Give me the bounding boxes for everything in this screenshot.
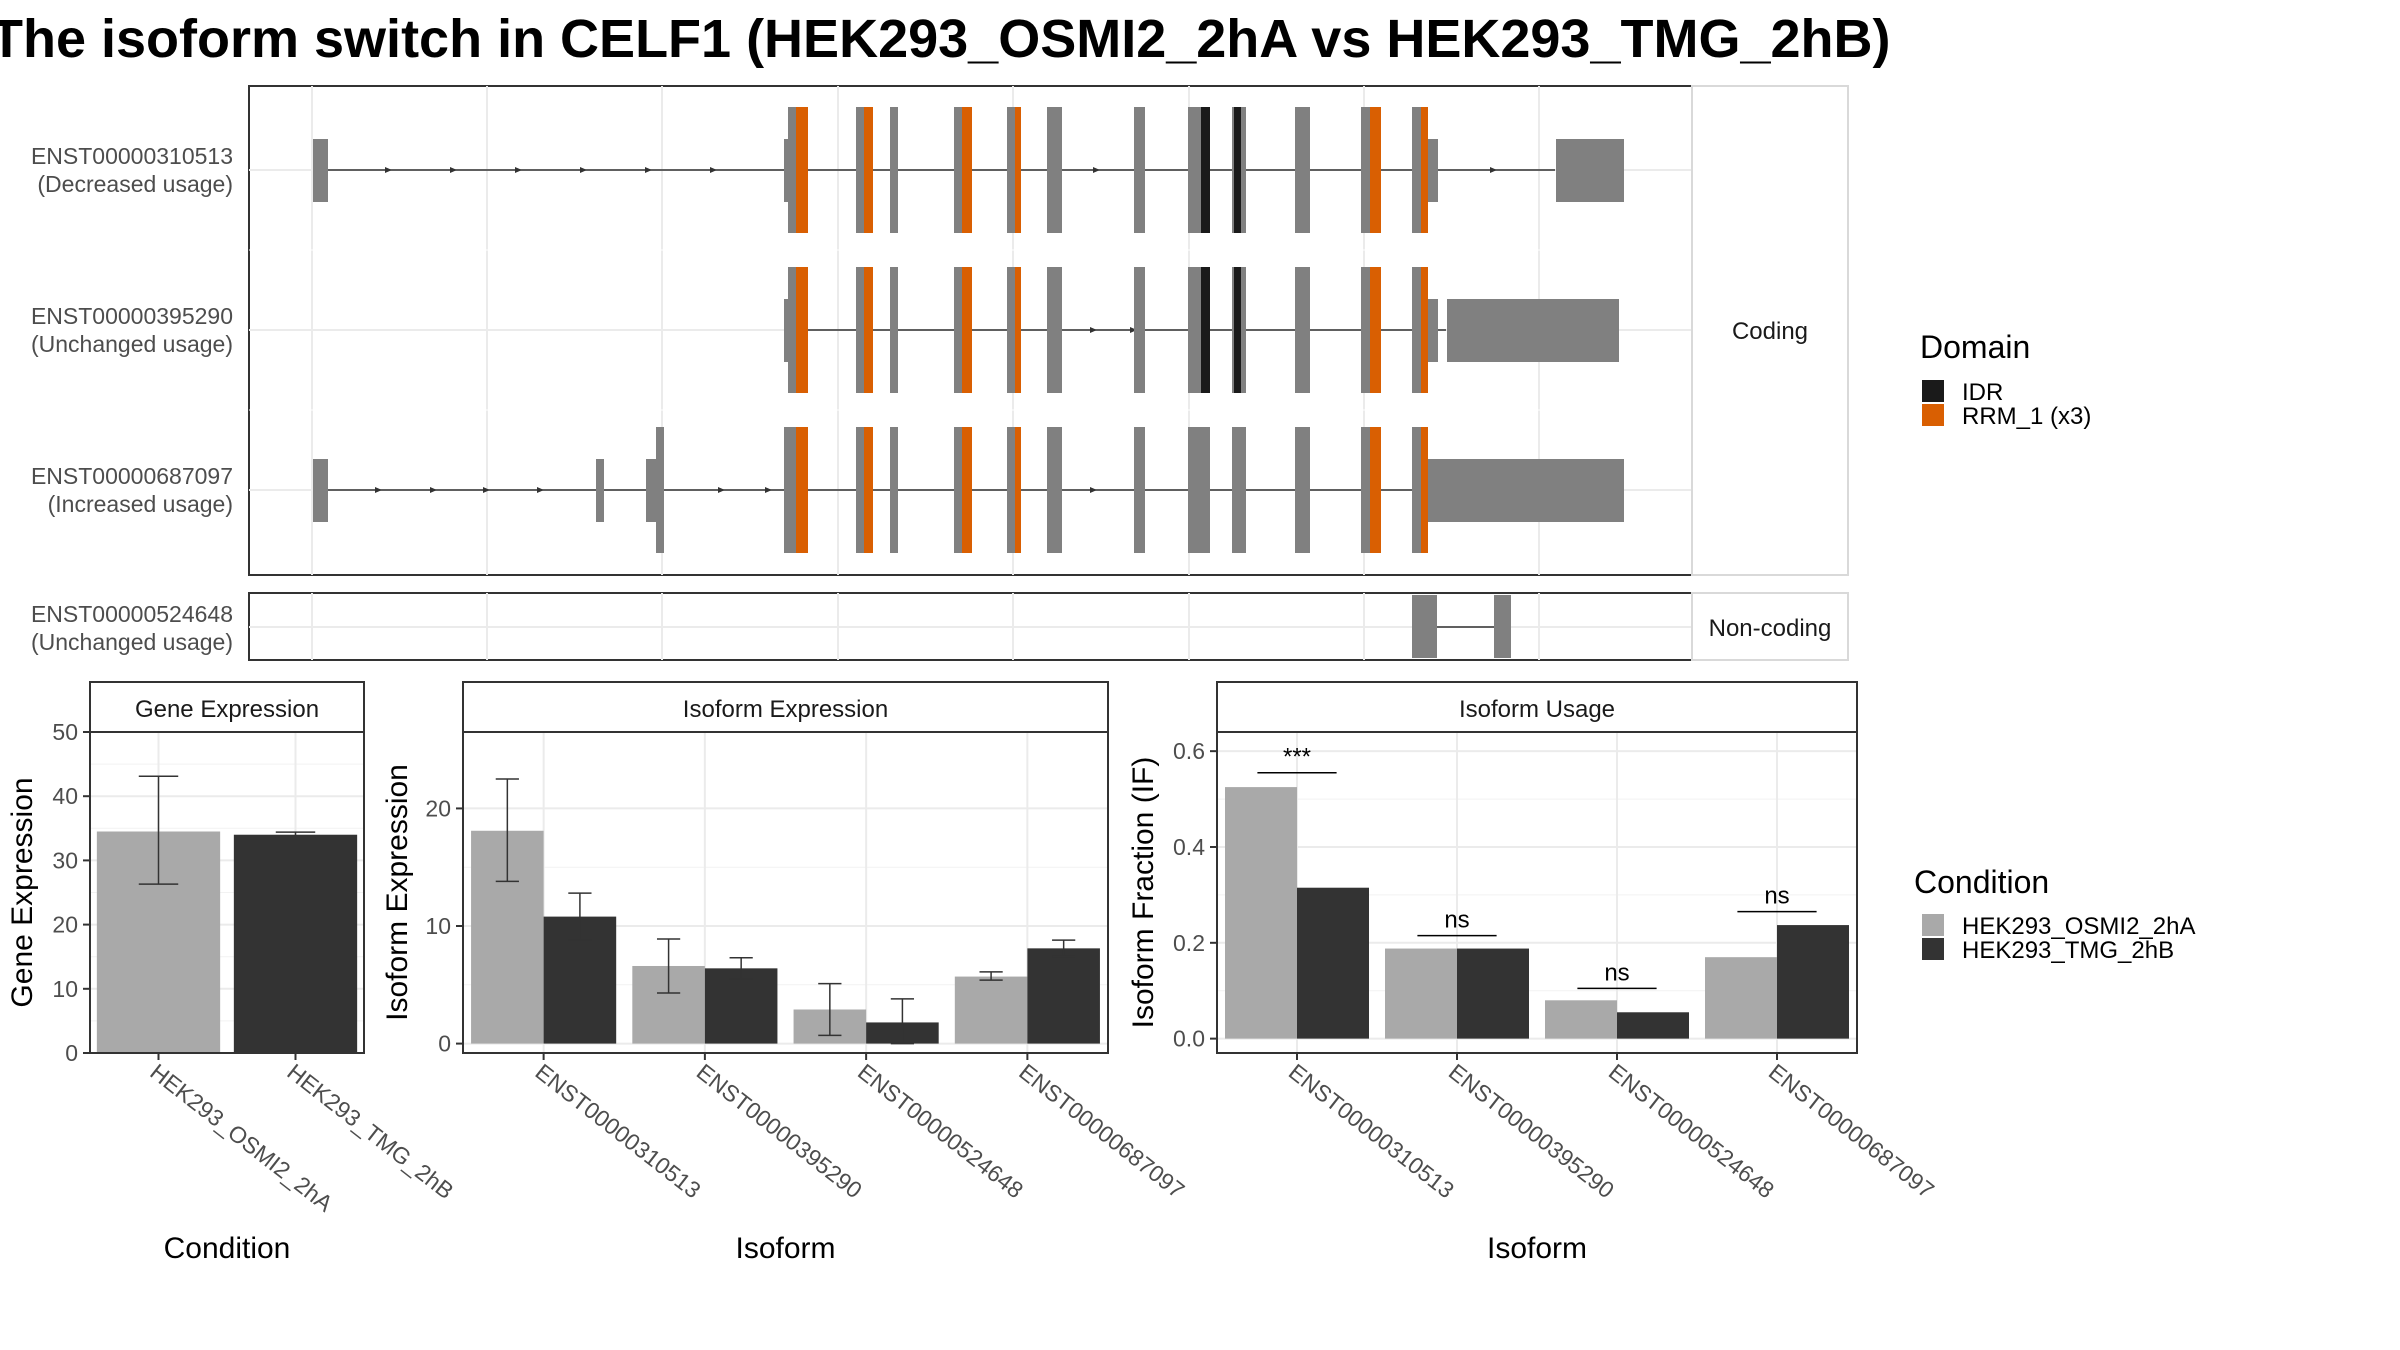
bar <box>1027 948 1100 1044</box>
y-tick-label: 0.0 <box>1173 1026 1205 1052</box>
y-tick-label: 0.2 <box>1173 930 1205 956</box>
isoform-structure-ENST00000310513 <box>313 107 1624 233</box>
y-axis-title: Isoform Fraction (IF) <box>1127 757 1160 1029</box>
y-tick-label: 0 <box>438 1031 451 1057</box>
x-tick-label: ENST00000395290 <box>1444 1058 1619 1203</box>
isoform-label-id: ENST00000310513 <box>31 143 233 169</box>
structure-noncoding-panel <box>248 592 1693 661</box>
bar <box>1705 957 1777 1039</box>
x-tick-label: ENST00000310513 <box>531 1058 706 1203</box>
x-tick-label: ENST00000524648 <box>1604 1058 1779 1203</box>
y-tick-label: 10 <box>52 976 78 1002</box>
x-tick-label: ENST00000687097 <box>1014 1058 1189 1203</box>
panel-border <box>1216 731 1858 1054</box>
y-axis-title: Gene Expression <box>6 777 39 1007</box>
bar <box>1777 925 1849 1039</box>
panel-strip <box>89 681 365 733</box>
y-tick-label: 20 <box>52 912 78 938</box>
y-tick-label: 0 <box>65 1040 78 1066</box>
significance-label: *** <box>1283 744 1311 771</box>
bar <box>233 834 358 1053</box>
significance-label: ns <box>1604 959 1629 986</box>
bar <box>1385 948 1457 1039</box>
isoform-label-id: ENST00000687097 <box>31 463 233 489</box>
y-tick-label: 30 <box>52 847 78 873</box>
isoform-expression-chart: Isoform Expression01020ENST00000310513EN… <box>381 681 1190 1265</box>
y-tick-label: 50 <box>52 719 78 745</box>
y-tick-label: 0.4 <box>1173 834 1205 860</box>
isoform-label-id: ENST00000395290 <box>31 303 233 329</box>
x-tick-label: ENST00000524648 <box>853 1058 1028 1203</box>
bar <box>954 976 1028 1044</box>
coding-strip: Coding <box>1691 85 1849 576</box>
condition-legend: Condition HEK293_OSMI2_2hA HEK293_TMG_2h… <box>1914 864 2195 964</box>
structure-coding-panel <box>248 85 1693 576</box>
panel-strip <box>1216 681 1858 733</box>
condition-legend-item: HEK293_OSMI2_2hA <box>1962 913 2195 940</box>
bar <box>704 968 778 1044</box>
isoform-label-usage: (Unchanged usage) <box>31 331 233 357</box>
x-axis-title: Condition <box>164 1232 291 1265</box>
panel-border <box>89 731 365 1054</box>
x-tick-label: ENST00000395290 <box>692 1058 867 1203</box>
condition-legend-title: Condition <box>1914 864 2049 900</box>
isoform-label-usage: (Unchanged usage) <box>31 629 233 655</box>
bar <box>1297 887 1369 1039</box>
panel-strip <box>462 681 1109 733</box>
isoform-structure-ENST00000524648 <box>1412 595 1511 658</box>
y-tick-label: 0.6 <box>1173 738 1205 764</box>
x-axis-title: Isoform <box>735 1232 835 1265</box>
noncoding-strip: Non-coding <box>1691 592 1849 661</box>
significance-label: ns <box>1444 907 1469 934</box>
condition-legend-item: HEK293_TMG_2hB <box>1962 937 2174 964</box>
bar <box>1617 1012 1689 1039</box>
bar <box>1457 948 1529 1039</box>
domain-legend-item: RRM_1 (x3) <box>1962 403 2091 430</box>
y-tick-label: 10 <box>425 913 451 939</box>
isoform-usage-chart: Isoform Usage *** ns ns ns 0.0 0.2 0.4 0.6 ENST00… <box>1127 681 1939 1265</box>
panel-border <box>462 731 1109 1054</box>
significance-label: ns <box>1764 883 1789 910</box>
figure-title: The isoform switch in CELF1 (HEK293_OSMI… <box>0 9 1891 69</box>
panel-title: Isoform Usage <box>1459 696 1615 723</box>
y-tick-label: 40 <box>52 783 78 809</box>
bar <box>1545 1000 1617 1039</box>
isoform-label-usage: (Increased usage) <box>48 491 233 517</box>
domain-legend: Domain IDR RRM_1 (x3) <box>1920 329 2091 430</box>
y-tick-label: 20 <box>425 795 451 821</box>
x-tick-label: ENST00000310513 <box>1284 1058 1459 1203</box>
panel-title: Gene Expression <box>135 696 319 723</box>
y-axis-title: Isoform Expression <box>381 764 414 1021</box>
noncoding-strip-label: Non-coding <box>1709 615 1832 642</box>
domain-legend-item: IDR <box>1962 379 2003 406</box>
panel-title: Isoform Expression <box>683 696 888 723</box>
isoform-structure-ENST00000395290 <box>784 267 1619 393</box>
x-tick-label: ENST00000687097 <box>1764 1058 1939 1203</box>
domain-legend-title: Domain <box>1920 329 2030 365</box>
isoform-label-id: ENST00000524648 <box>31 601 233 627</box>
coding-strip-label: Coding <box>1732 318 1808 345</box>
isoform-structure-ENST00000687097 <box>313 427 1624 553</box>
x-axis-title: Isoform <box>1487 1232 1587 1265</box>
bar <box>1225 787 1297 1039</box>
isoform-label-usage: (Decreased usage) <box>37 171 233 197</box>
